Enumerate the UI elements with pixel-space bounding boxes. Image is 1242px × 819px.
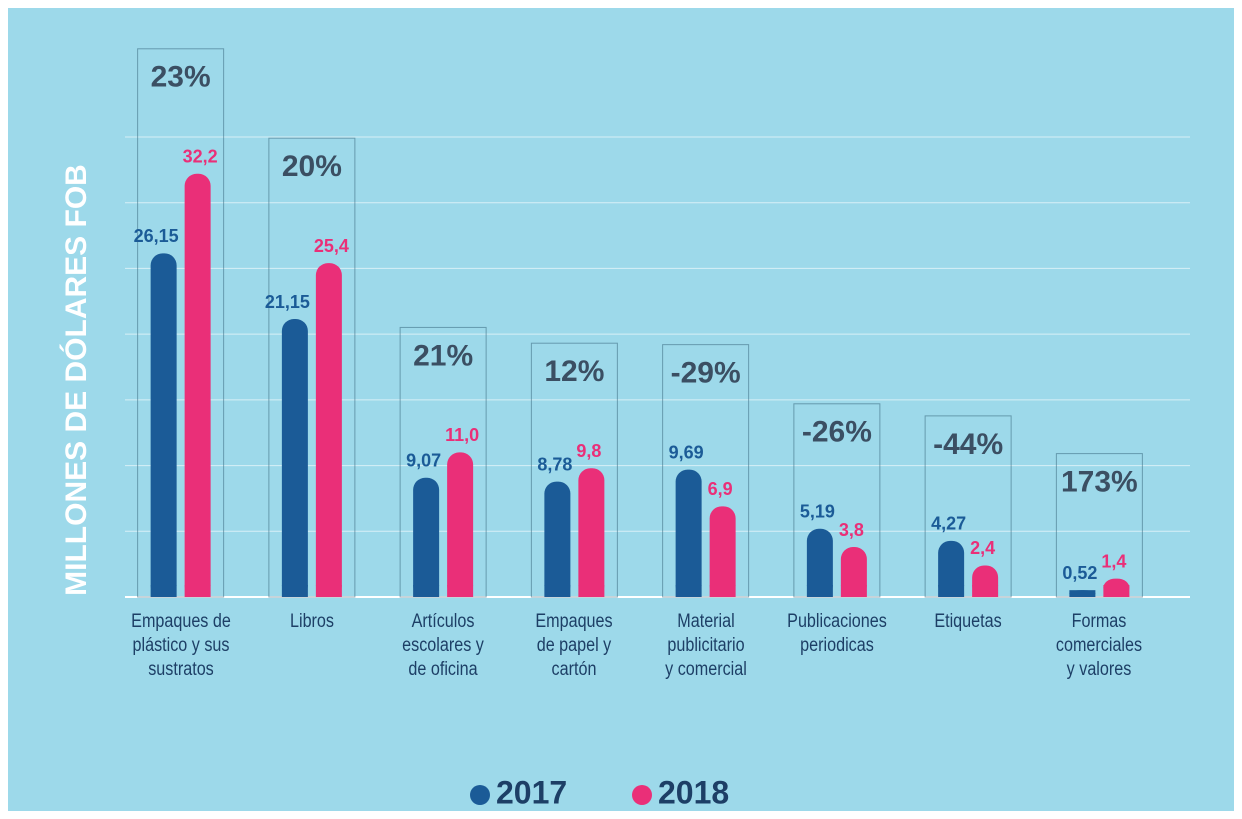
bar [150, 253, 177, 598]
change-box [137, 48, 225, 598]
bar-foot [447, 585, 474, 597]
legend-swatch [470, 785, 490, 805]
change-box [924, 415, 1012, 598]
value-label: 1,4 [1101, 551, 1126, 571]
bar [413, 477, 440, 597]
change-box [1055, 453, 1143, 598]
value-label: 11,0 [445, 425, 479, 445]
bar [447, 452, 474, 597]
x-tick-label: Empaques de papel y cartón [535, 611, 613, 680]
bar [938, 540, 965, 597]
x-tick-label: Publicaciones periodicas [787, 611, 887, 656]
value-label: 2,4 [970, 538, 995, 558]
bar [578, 468, 605, 597]
value-label: 0,52 [1062, 563, 1097, 583]
bar-foot [938, 585, 965, 597]
value-label: 25,4 [314, 236, 349, 256]
value-label: 21,15 [265, 292, 310, 312]
value-label: 9,07 [406, 451, 441, 471]
value-label: 32,2 [183, 147, 218, 167]
bar-foot [413, 585, 440, 597]
x-tick-label: Empaques de plástico y sus sustratos [130, 611, 231, 680]
background [8, 8, 1234, 811]
bar [544, 481, 571, 597]
change-box [793, 403, 881, 598]
bar-foot [281, 585, 308, 597]
legend-swatch [632, 785, 652, 805]
value-label: 5,19 [800, 502, 835, 522]
x-tick-label: Etiquetas [934, 611, 1002, 632]
bar-foot [184, 585, 211, 597]
bar-foot [1103, 585, 1130, 597]
change-label: -44% [933, 428, 1003, 461]
change-box [399, 326, 487, 598]
change-label: 173% [1061, 466, 1138, 499]
value-label: 26,15 [134, 226, 179, 246]
bar-foot [709, 585, 736, 597]
x-tick-label: Formas comerciales y valores [1056, 611, 1143, 680]
change-label: -26% [802, 416, 872, 449]
bar [806, 528, 833, 597]
change-label: 12% [544, 355, 604, 388]
value-label: 9,69 [669, 442, 704, 462]
change-box [530, 342, 618, 598]
bar [184, 173, 211, 598]
legend-label: 2018 [658, 774, 729, 810]
bar-foot [315, 585, 342, 597]
bar [315, 263, 342, 597]
bar-foot [150, 585, 177, 597]
value-label: 6,9 [708, 479, 733, 499]
legend-label: 2017 [496, 774, 567, 810]
bar-foot [578, 585, 605, 597]
bar-foot [972, 585, 999, 597]
value-label: 9,8 [576, 441, 601, 461]
change-label: 20% [282, 150, 342, 183]
value-label: 4,27 [931, 514, 966, 534]
change-label: 23% [151, 61, 211, 94]
bar [840, 547, 867, 597]
value-label: 8,78 [537, 454, 572, 474]
bar-foot [675, 585, 702, 597]
x-tick-label: Artículos escolares y de oficina [402, 611, 484, 680]
change-box [268, 137, 356, 598]
bar [281, 319, 308, 597]
bar [709, 506, 736, 597]
bar-foot [806, 585, 833, 597]
change-box [662, 344, 750, 598]
x-tick-label: Material publicitario y comercial [664, 611, 747, 680]
change-label: -29% [671, 357, 741, 390]
x-tick-label: Libros [289, 611, 334, 632]
y-axis-label: MILLONES DE DÓLARES FOB [59, 164, 93, 596]
value-label: 3,8 [839, 520, 864, 540]
bar-foot [840, 585, 867, 597]
bar-foot [544, 585, 571, 597]
change-label: 21% [413, 339, 473, 372]
bar [675, 469, 702, 597]
bar-foot [1069, 590, 1096, 597]
